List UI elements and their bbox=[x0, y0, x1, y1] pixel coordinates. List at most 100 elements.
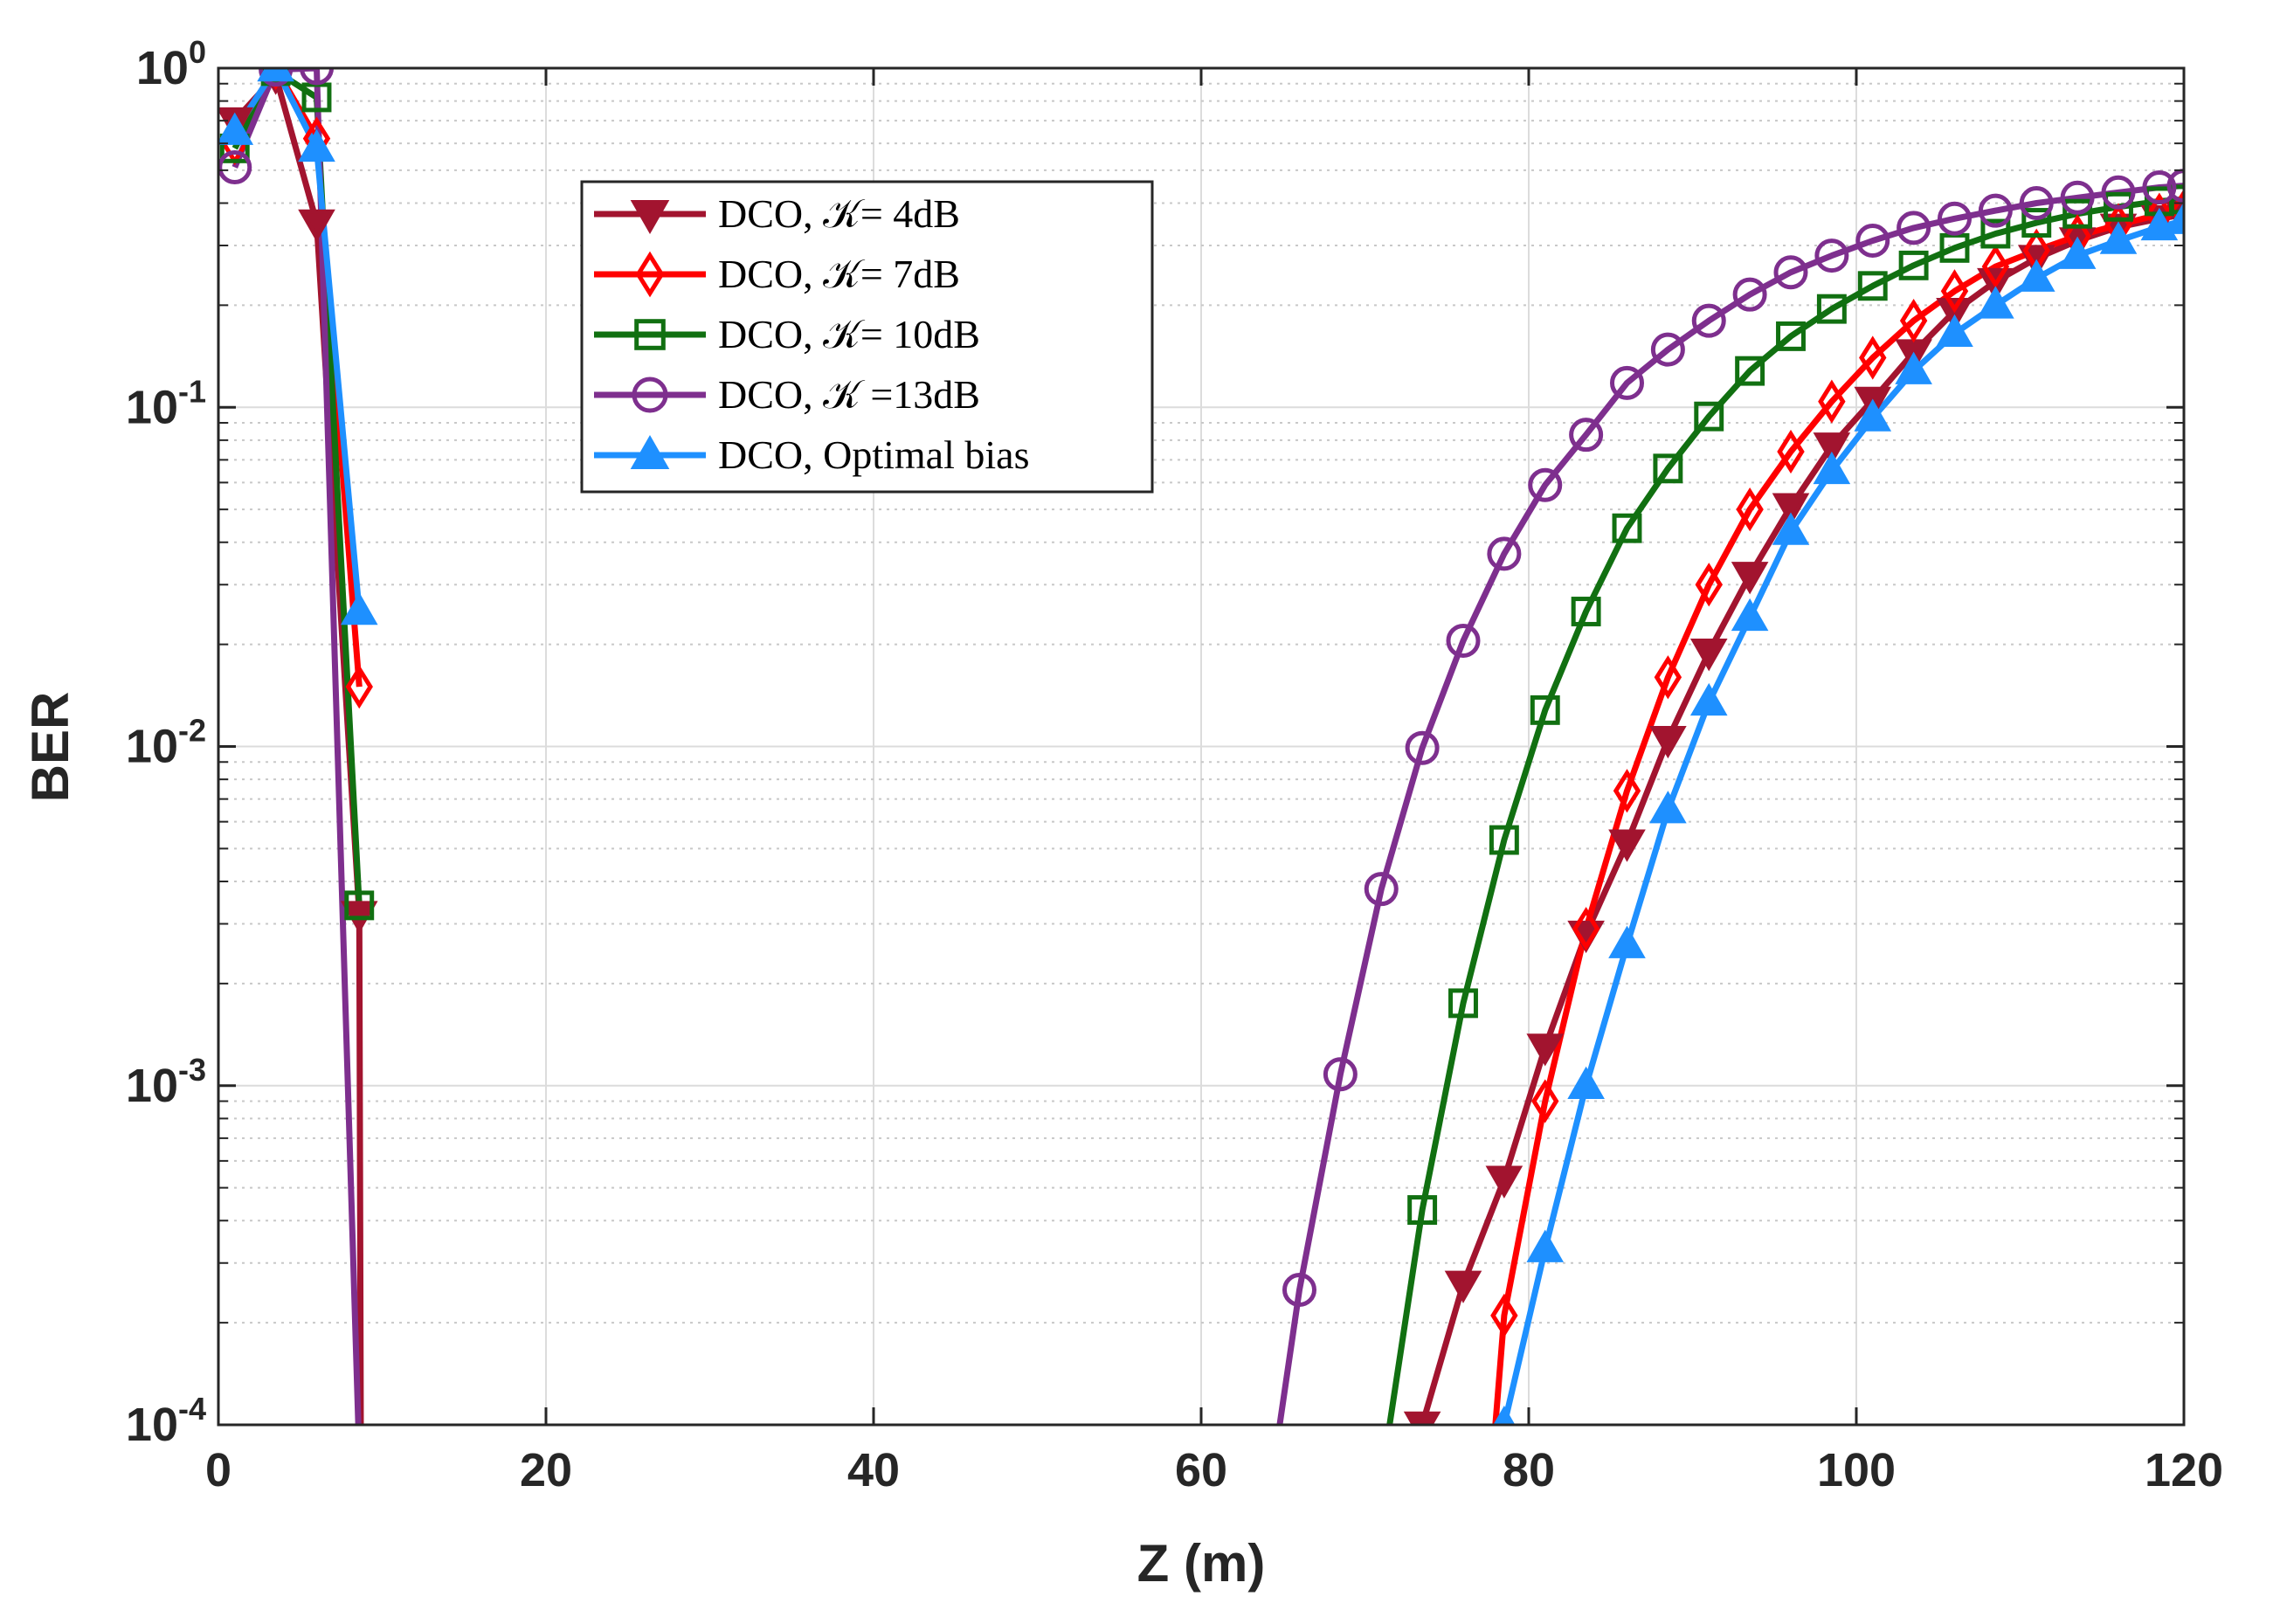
data-point-marker bbox=[1895, 351, 1932, 384]
data-point-marker bbox=[2019, 186, 2054, 221]
legend-marker-1 bbox=[630, 200, 670, 235]
data-point-marker bbox=[1612, 513, 1642, 543]
data-point-marker bbox=[1653, 453, 1683, 484]
data-point-marker bbox=[1654, 655, 1682, 700]
grid bbox=[218, 68, 2184, 1425]
data-point-marker bbox=[1489, 825, 1519, 855]
data-point-marker bbox=[1977, 286, 2014, 319]
data-point-marker bbox=[1526, 1229, 1565, 1262]
data-point-marker bbox=[1735, 356, 1765, 386]
data-point-marker bbox=[1571, 597, 1601, 626]
y-tick-label: 100 bbox=[136, 34, 206, 94]
data-point-marker bbox=[1772, 512, 1810, 545]
y-axis-tick-labels: 100 10-1 10-2 10-3 10-4 bbox=[126, 34, 206, 1451]
legend-marker-4 bbox=[632, 377, 668, 413]
data-point-marker bbox=[298, 209, 335, 243]
data-point-marker bbox=[345, 665, 373, 709]
legend-label-2: DCO, 𝒦= 7dB bbox=[718, 252, 960, 296]
data-point-marker bbox=[2101, 175, 2136, 210]
data-point-marker bbox=[1855, 223, 1890, 258]
data-point-marker bbox=[1448, 988, 1478, 1019]
data-point-marker bbox=[2165, 201, 2184, 234]
data-point-marker bbox=[1613, 769, 1641, 813]
data-point-marker bbox=[1695, 563, 1723, 607]
legend: DCO, 𝒦= 4dB DCO, 𝒦= 7dB DCO, 𝒦= 10dB DCO, 𝒦… bbox=[580, 180, 1154, 494]
series-line-3 bbox=[231, 68, 363, 906]
x-tick-label: 20 bbox=[520, 1444, 572, 1496]
data-point-marker bbox=[1526, 1033, 1565, 1067]
data-point-marker bbox=[1857, 271, 1888, 301]
ticks bbox=[217, 66, 2186, 1427]
x-axis-tick-labels: 0 20 40 60 80 100 120 bbox=[205, 1444, 2223, 1496]
x-tick-label: 0 bbox=[205, 1444, 231, 1496]
data-point-marker bbox=[1818, 379, 1846, 424]
data-point-marker bbox=[1816, 294, 1847, 324]
data-point-marker bbox=[1531, 1079, 1559, 1123]
data-point-marker bbox=[1405, 730, 1440, 765]
data-point-marker bbox=[1530, 695, 1560, 725]
data-point-marker bbox=[2058, 236, 2097, 269]
series-line-5 bbox=[231, 68, 363, 612]
data-point-marker bbox=[2104, 191, 2133, 222]
data-point-marker bbox=[1936, 314, 1973, 348]
series-markers bbox=[218, 68, 2184, 1425]
data-point-marker bbox=[1528, 467, 1563, 502]
data-point-marker bbox=[1691, 303, 1726, 338]
data-point-marker bbox=[1446, 623, 1481, 658]
legend-label-1: DCO, 𝒦= 4dB bbox=[718, 191, 960, 236]
data-point-marker bbox=[2099, 221, 2138, 254]
data-point-marker bbox=[1323, 1057, 1358, 1092]
data-point-marker bbox=[344, 890, 375, 921]
data-point-marker bbox=[1610, 365, 1644, 400]
legend-label-4: DCO, 𝒦 =13dB bbox=[718, 372, 980, 417]
data-point-marker bbox=[1980, 218, 2011, 249]
legend-marker-5 bbox=[630, 434, 670, 469]
data-point-marker bbox=[300, 68, 334, 86]
data-point-marker bbox=[1569, 418, 1604, 453]
data-point-marker bbox=[1938, 201, 1972, 236]
data-point-marker bbox=[340, 591, 378, 625]
data-point-marker bbox=[2021, 208, 2052, 238]
data-point-marker bbox=[1572, 907, 1600, 951]
data-point-marker bbox=[1487, 536, 1522, 571]
x-tick-label: 40 bbox=[847, 1444, 900, 1496]
y-tick-label: 10-3 bbox=[126, 1052, 206, 1112]
data-point-marker bbox=[1814, 238, 1849, 273]
data-point-marker bbox=[1649, 791, 1687, 824]
legend-label-3: DCO, 𝒦= 10dB bbox=[718, 312, 980, 356]
data-point-marker bbox=[1898, 250, 1929, 280]
y-axis-label: BER bbox=[21, 692, 79, 803]
data-point-marker bbox=[1940, 269, 1969, 314]
data-point-marker bbox=[257, 68, 294, 82]
data-point-marker bbox=[1608, 829, 1646, 862]
data-point-marker bbox=[259, 68, 294, 87]
data-point-marker bbox=[1859, 335, 1887, 380]
x-tick-label: 100 bbox=[1817, 1444, 1896, 1496]
x-tick-label: 80 bbox=[1503, 1444, 1555, 1496]
data-point-marker bbox=[2017, 259, 2055, 292]
data-point-marker bbox=[1773, 255, 1808, 290]
data-point-marker bbox=[1736, 487, 1764, 532]
data-point-marker bbox=[1403, 1411, 1441, 1425]
data-point-marker bbox=[1776, 321, 1806, 351]
x-axis-label: Z (m) bbox=[1137, 1534, 1266, 1593]
data-point-marker bbox=[1490, 1293, 1518, 1338]
legend-marker-3 bbox=[634, 319, 666, 350]
data-point-marker bbox=[1981, 245, 2010, 289]
data-point-marker bbox=[1731, 562, 1769, 595]
y-tick-label: 10-4 bbox=[126, 1391, 206, 1451]
data-point-marker bbox=[1364, 872, 1399, 907]
data-point-marker bbox=[1493, 1405, 1516, 1425]
data-point-marker bbox=[1978, 193, 2013, 228]
legend-marker-2 bbox=[635, 251, 665, 298]
data-point-marker bbox=[1813, 451, 1851, 485]
data-point-marker bbox=[1650, 332, 1685, 367]
data-point-marker bbox=[298, 128, 335, 162]
data-point-marker bbox=[1899, 299, 1928, 343]
data-point-marker bbox=[1567, 1066, 1605, 1099]
data-point-marker bbox=[1689, 682, 1728, 716]
data-point-marker bbox=[1444, 1270, 1482, 1303]
data-point-marker bbox=[1854, 398, 1892, 432]
data-point-marker bbox=[2062, 198, 2093, 229]
